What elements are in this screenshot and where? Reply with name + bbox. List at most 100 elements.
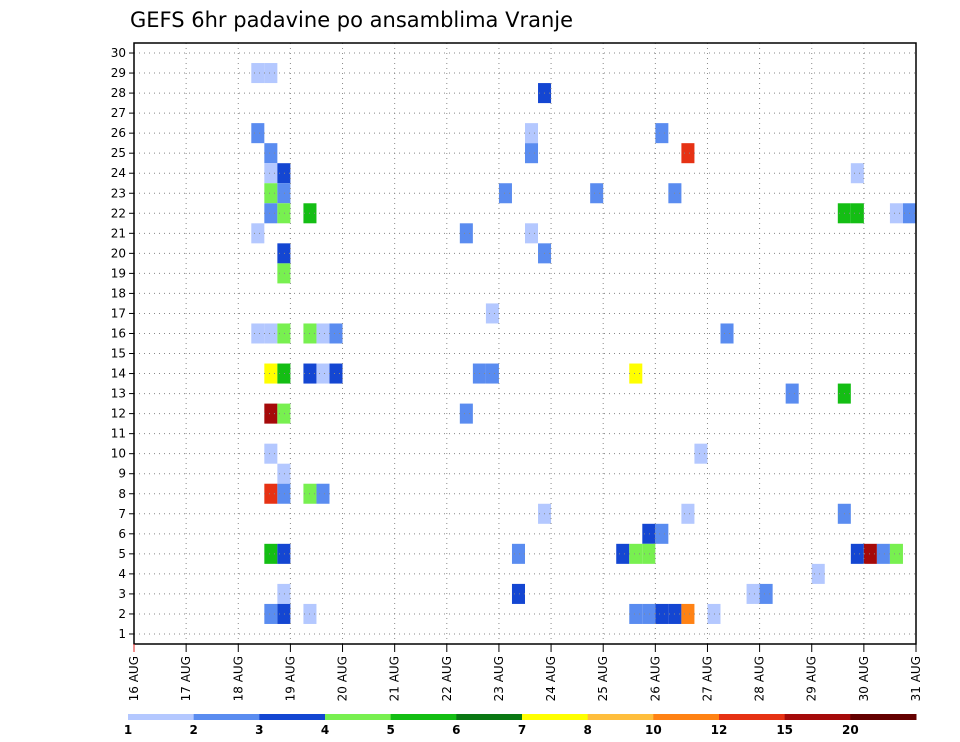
colorbar-label: 7 [518,723,526,737]
heat-cell [277,543,291,564]
heat-cell [264,603,278,624]
heat-cell [251,123,265,144]
y-tick-label: 23 [111,186,126,200]
heat-cell [264,483,278,504]
heat-cell [277,183,291,204]
plot-frame [133,42,917,645]
heat-cell [264,403,278,424]
colorbar-swatch [193,714,260,720]
heat-cell [616,543,630,564]
heat-cell [876,543,890,564]
heat-cell [277,263,291,284]
axes-layer: 1234567891011121314151617181920212223242… [111,46,923,701]
heat-cell [485,363,499,384]
cells-layer [251,63,916,624]
heat-cell [655,523,669,544]
colorbar-label: 3 [255,723,263,737]
colorbar-swatch [653,714,720,720]
colorbar-label: 10 [645,723,662,737]
heat-cell [251,223,265,244]
heat-cell [629,603,643,624]
heat-cell [277,243,291,264]
y-tick-label: 26 [111,126,126,140]
y-tick-label: 2 [118,607,126,621]
y-tick-label: 6 [118,527,126,541]
x-tick-label: 25 AUG [596,656,610,701]
x-tick-label: 22 AUG [440,656,454,701]
heat-cell [329,323,343,344]
heat-cell [759,583,773,604]
heat-cell [681,503,695,524]
colorbar-label: 15 [776,723,793,737]
heat-cell [485,303,499,324]
colorbar-swatch [259,714,326,720]
heat-cell [264,543,278,564]
x-tick-label: 28 AUG [753,656,767,701]
x-tick-label: 26 AUG [648,656,662,701]
colorbar: 1 2 3 4 5 6 7 8 10 12 15 20 [124,714,917,737]
heat-cell [590,183,604,204]
heat-cell [277,363,291,384]
chart-title: GEFS 6hr padavine po ansamblima Vranje [130,8,573,32]
heat-cell [525,123,539,144]
heat-cell [642,543,656,564]
heat-cell [707,603,721,624]
heat-cell [277,483,291,504]
heat-cell [251,63,265,84]
heat-cell [459,223,473,244]
y-tick-label: 28 [111,86,126,100]
x-tick-label: 18 AUG [231,656,245,701]
y-tick-label: 10 [111,447,126,461]
heat-cell [811,563,825,584]
heat-cell [329,363,343,384]
heat-cell [720,323,734,344]
heat-cell [277,403,291,424]
heat-cell [277,163,291,184]
colorbar-swatch [587,714,654,720]
y-tick-label: 19 [111,266,126,280]
y-tick-label: 7 [118,507,126,521]
y-tick-label: 8 [118,487,126,501]
x-tick-label: 30 AUG [857,656,871,701]
heat-cell [511,583,525,604]
y-tick-label: 22 [111,206,126,220]
y-tick-label: 27 [111,106,126,120]
heat-cell [277,603,291,624]
heat-cell [863,543,877,564]
y-tick-label: 12 [111,407,126,421]
y-tick-label: 25 [111,146,126,160]
x-tick-label: 17 AUG [179,656,193,701]
colorbar-label: 4 [321,723,329,737]
y-tick-label: 15 [111,347,126,361]
y-tick-label: 17 [111,306,126,320]
colorbar-swatch [784,714,851,720]
x-tick-label: 21 AUG [388,656,402,701]
y-tick-label: 16 [111,326,126,340]
y-tick-label: 13 [111,387,126,401]
y-tick-label: 24 [111,166,126,180]
colorbar-swatch [719,714,786,720]
heat-cell [694,443,708,464]
x-tick-label: 31 AUG [909,656,923,701]
heat-cell [629,363,643,384]
heat-cell [316,363,330,384]
x-tick-label: 19 AUG [283,656,297,701]
heat-cell [498,183,512,204]
colorbar-label: 5 [386,723,394,737]
y-tick-label: 1 [118,627,126,641]
y-tick-label: 30 [111,46,126,60]
x-tick-label: 20 AUG [336,656,350,701]
colorbar-label: 2 [189,723,197,737]
heat-cell [525,143,539,164]
y-tick-label: 4 [118,567,126,581]
heat-cell [251,323,265,344]
heat-cell [642,523,656,544]
colorbar-swatch [850,714,917,720]
heat-cell [889,543,903,564]
heat-cell [264,363,278,384]
heat-cell [785,383,799,404]
colorbar-swatch [325,714,392,720]
heat-cell [264,323,278,344]
colorbar-swatch [456,714,523,720]
